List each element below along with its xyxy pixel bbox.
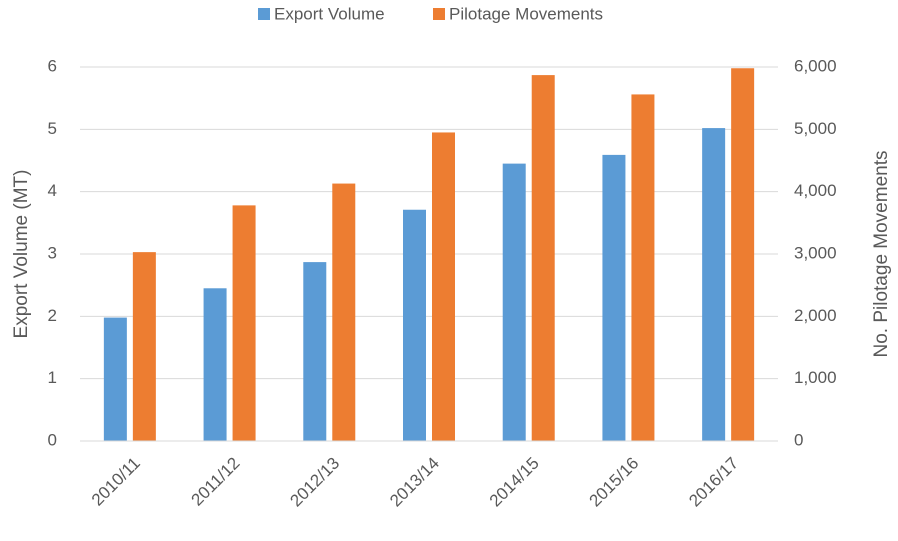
bar [403, 209, 426, 441]
y-tick-label: 2 [48, 306, 57, 325]
bar [602, 154, 626, 441]
legend-swatch [433, 8, 445, 20]
bar [103, 317, 127, 441]
y2-tick-label: 5,000 [794, 119, 837, 138]
legend-label: Pilotage Movements [449, 4, 603, 23]
bar [332, 183, 356, 441]
y2-tick-label: 4,000 [794, 181, 837, 200]
bar [303, 262, 327, 441]
x-tick-label: 2011/12 [188, 454, 244, 510]
y2-tick-label: 3,000 [794, 243, 837, 262]
x-tick-label: 2016/17 [685, 454, 742, 511]
x-tick-label: 2014/15 [486, 454, 543, 511]
y2-axis-title: No. Pilotage Movements [871, 151, 892, 358]
y-tick-label: 4 [48, 181, 57, 200]
bar [502, 163, 526, 441]
y-tick-label: 0 [48, 430, 57, 449]
y2-tick-label: 6,000 [794, 56, 837, 75]
bar [203, 288, 227, 441]
bar [731, 68, 755, 441]
y-tick-label: 5 [48, 119, 57, 138]
legend-swatch [258, 8, 270, 20]
bar [631, 94, 655, 441]
bar [432, 132, 455, 441]
bar [132, 252, 156, 441]
y2-tick-label: 0 [794, 430, 803, 449]
x-tick-label: 2010/11 [88, 454, 144, 510]
y-tick-label: 3 [48, 243, 57, 262]
x-tick-label: 2015/16 [586, 454, 643, 511]
y2-tick-label: 1,000 [794, 368, 837, 387]
bar [702, 128, 726, 441]
bar [232, 205, 256, 441]
y-tick-label: 6 [48, 56, 57, 75]
y2-tick-label: 2,000 [794, 306, 837, 325]
y-tick-label: 1 [48, 368, 57, 387]
legend-label: Export Volume [274, 4, 385, 23]
bar [531, 75, 555, 441]
y-axis-title: Export Volume (MT) [11, 170, 32, 339]
x-tick-label: 2012/13 [286, 454, 343, 511]
x-tick-label: 2013/14 [386, 454, 443, 511]
